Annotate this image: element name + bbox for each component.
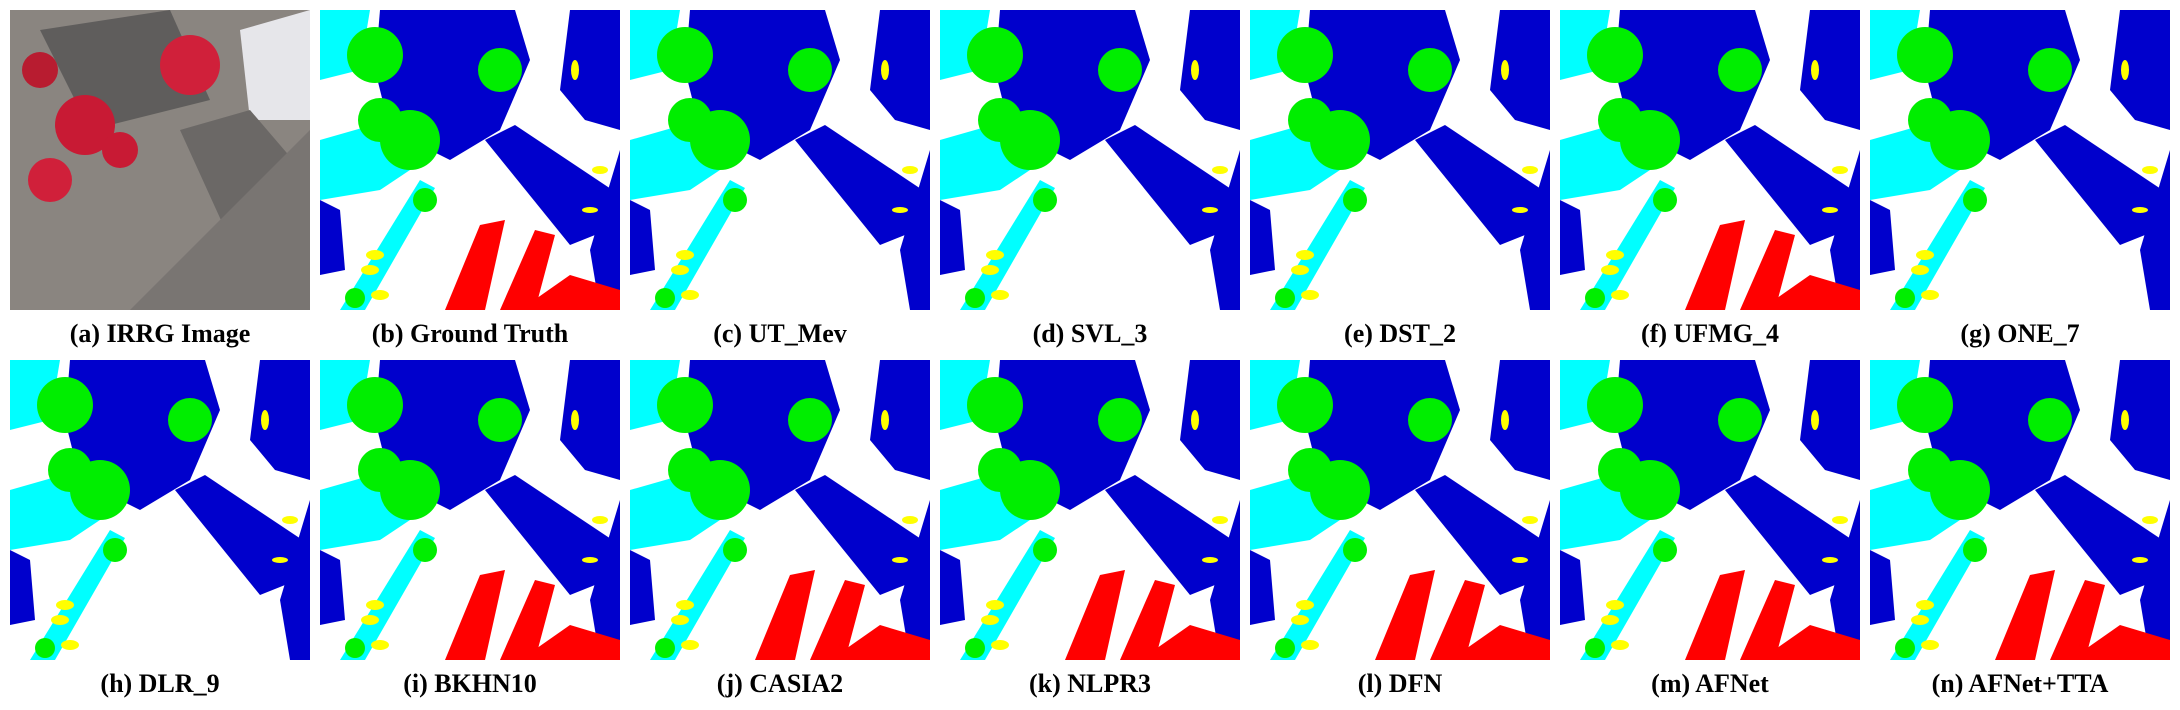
caption: (g) ONE_7: [1960, 319, 2079, 348]
caption: (c) UT_Mev: [713, 319, 847, 348]
input-image: [10, 10, 310, 310]
segmentation-map: [1250, 10, 1550, 310]
segmentation-map: [1870, 10, 2170, 310]
segmentation-map: [10, 360, 310, 660]
segmentation-map: [630, 10, 930, 310]
caption: (l) DFN: [1358, 669, 1443, 698]
segmentation-map: [940, 10, 1240, 310]
caption: (i) BKHN10: [403, 669, 537, 698]
caption: (e) DST_2: [1344, 319, 1456, 348]
caption: (k) NLPR3: [1029, 669, 1151, 698]
caption: (m) AFNet: [1651, 669, 1769, 698]
caption: (d) SVL_3: [1033, 319, 1148, 348]
caption: (j) CASIA2: [717, 669, 843, 698]
caption: (n) AFNet+TTA: [1932, 669, 2109, 698]
caption: (a) IRRG Image: [70, 319, 251, 348]
caption: (b) Ground Truth: [372, 319, 569, 348]
caption: (h) DLR_9: [100, 669, 219, 698]
caption: (f) UFMG_4: [1641, 319, 1779, 348]
